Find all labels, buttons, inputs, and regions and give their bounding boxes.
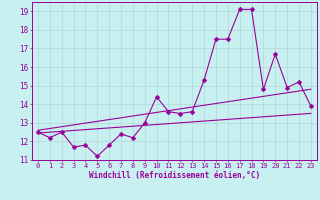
X-axis label: Windchill (Refroidissement éolien,°C): Windchill (Refroidissement éolien,°C) [89,171,260,180]
